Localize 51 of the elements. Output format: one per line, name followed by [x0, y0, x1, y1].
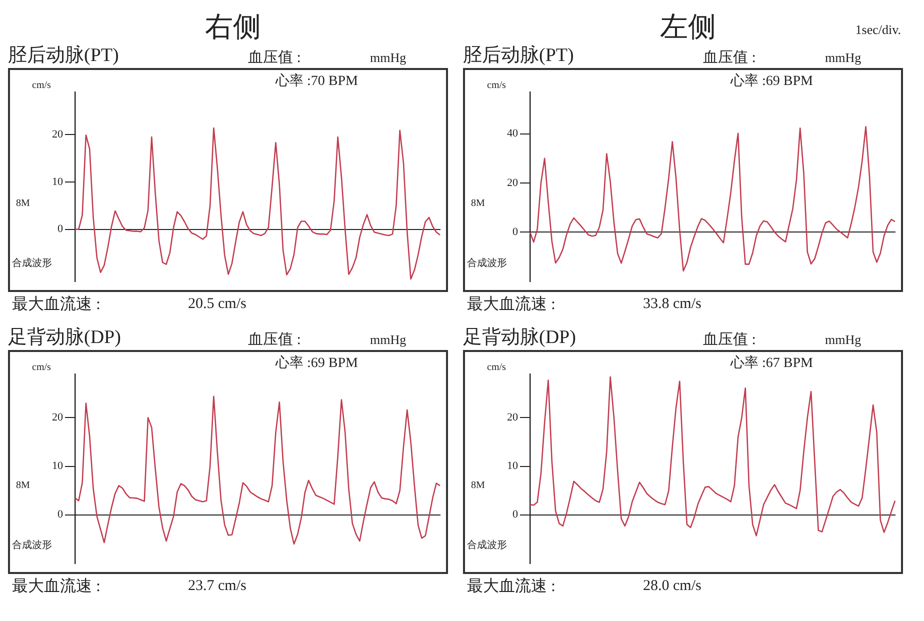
chart-title: 胫后动脉(PT) [8, 44, 119, 68]
y-tick-label: 0 [512, 226, 518, 238]
y-tick-label: 10 [52, 176, 64, 188]
text: 合成波形 [467, 256, 507, 270]
text: 心率 :67 BPM [730, 354, 813, 372]
text: 23.7 cm/s [188, 578, 246, 595]
y-axis-title: cm/s [32, 80, 51, 91]
text: 8M [16, 198, 30, 209]
y-tick-label: 0 [512, 508, 518, 521]
text: 1sec/div. [855, 22, 901, 38]
text: mmHg [370, 50, 406, 66]
text: mmHg [370, 332, 406, 348]
y-axis-title: cm/s [487, 80, 506, 91]
text: 血压值 : [248, 49, 301, 67]
text: 最大血流速 : [12, 294, 100, 315]
text: 右侧 [204, 11, 262, 45]
text: 血压值 : [248, 331, 301, 349]
text: 合成波形 [12, 538, 52, 552]
text: mmHg [825, 50, 862, 66]
y-tick-label: 20 [507, 412, 518, 424]
y-tick-label: 20 [52, 128, 64, 141]
text: 合成波形 [467, 538, 507, 552]
text: 血压值 : [703, 331, 756, 349]
text: 心率 :69 BPM [730, 72, 813, 90]
text: 28.0 cm/s [643, 578, 702, 595]
text: 合成波形 [12, 256, 52, 270]
text: 左侧 [660, 12, 716, 43]
text: 心率 :69 BPM [276, 354, 358, 372]
text: 33.8 cm/s [643, 296, 702, 313]
text: 最大血流速 : [12, 576, 100, 597]
y-tick-label: 10 [507, 460, 518, 472]
text: 8M [16, 480, 30, 491]
text: mmHg [825, 332, 862, 348]
y-tick-label: 40 [507, 128, 518, 140]
text: 8M [471, 198, 485, 209]
text: 8M [471, 480, 485, 491]
y-axis-title: cm/s [487, 362, 506, 373]
text: 血压值 : [703, 49, 756, 67]
y-tick-label: 0 [58, 508, 64, 521]
chart-title: 足背动脉(DP) [463, 326, 576, 350]
text: 20.5 cm/s [188, 296, 246, 313]
text: 最大血流速 : [467, 294, 556, 315]
y-axis-title: cm/s [32, 362, 51, 373]
text: 最大血流速 : [467, 576, 556, 597]
text: 心率 :70 BPM [276, 72, 358, 90]
y-tick-label: 20 [507, 176, 518, 189]
chart-title: 足背动脉(DP) [8, 326, 121, 350]
chart-title: 胫后动脉(PT) [463, 44, 574, 68]
y-tick-label: 10 [52, 460, 64, 472]
y-tick-label: 20 [52, 412, 64, 424]
y-tick-label: 0 [58, 223, 64, 236]
